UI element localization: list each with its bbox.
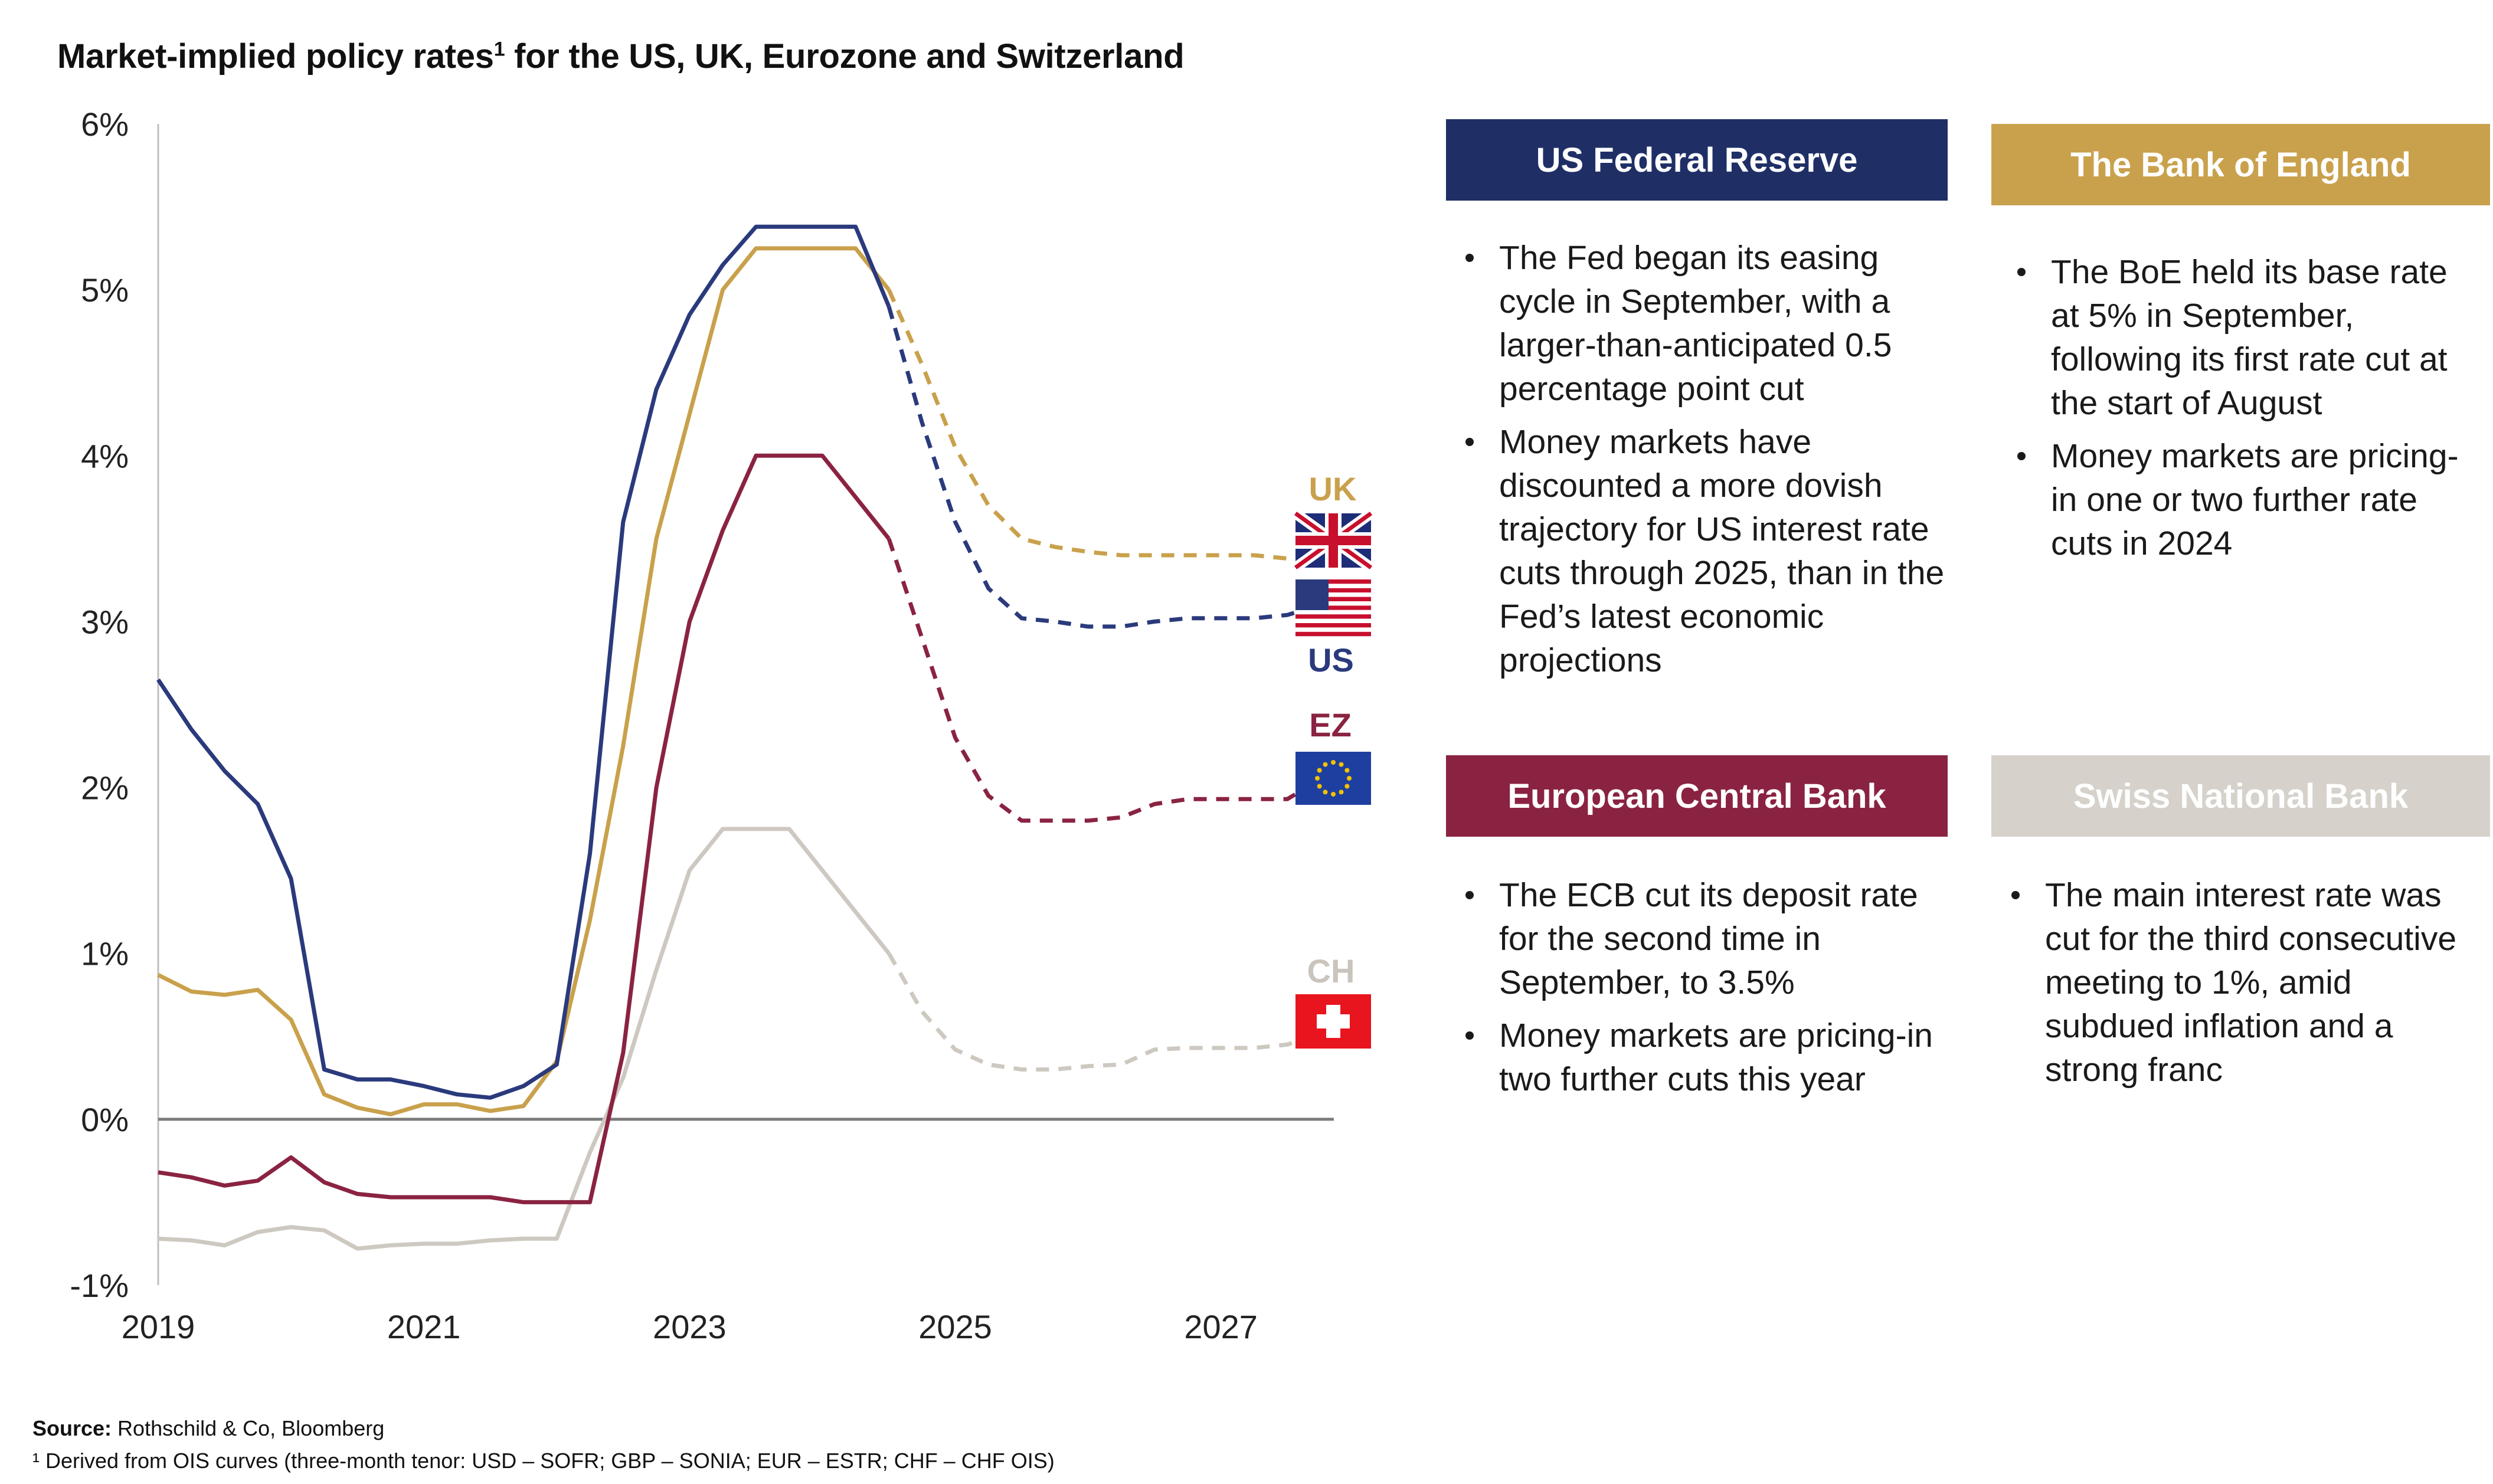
eu-flag-field [1295, 752, 1371, 805]
series-forecast-ch [886, 952, 1321, 1072]
y-tick-label: 0% [81, 1101, 129, 1138]
us-flag-stripe [1295, 601, 1371, 606]
x-tick-label: 2023 [653, 1308, 727, 1345]
rates-chart: 6% 5% 4% 3% 2% 1% 0% -1% 2019 2021 2023 2025 2027 UK U… [70, 106, 1375, 1345]
boe-bullet: Money markets are pricing-in one or two … [2013, 434, 2479, 565]
series-line-ez [158, 453, 891, 1204]
chart-title: Market-implied policy rates1 for the US,… [57, 37, 1185, 76]
snb-card-body: The main interest rate was cut for the t… [2007, 873, 2479, 1101]
x-tick-label: 2027 [1184, 1308, 1258, 1345]
fed-card-body: The Fed began its easing cycle in Septem… [1461, 236, 1945, 692]
us-flag-stripe [1295, 627, 1371, 632]
footnote: ¹ Derived from OIS curves (three-month t… [32, 1449, 1055, 1473]
x-tick-label: 2019 [122, 1308, 195, 1345]
us-flag-stripe [1295, 614, 1371, 619]
snb-card-title: Swiss National Bank [2073, 777, 2409, 815]
boe-bullet: The BoE held its base rate at 5% in Sept… [2013, 250, 2479, 425]
swiss-flag-icon [1295, 994, 1371, 1049]
fed-card-header: US Federal Reserve [1446, 119, 1948, 201]
y-tick-label: 6% [81, 106, 129, 143]
chart-title-text: Market-implied policy rates [57, 37, 494, 76]
y-tick-label: 1% [81, 935, 129, 972]
y-tick-label: 3% [81, 603, 129, 640]
series-label-ez: EZ [1309, 706, 1352, 743]
eu-flag-star [1317, 784, 1322, 789]
series-forecast-us [886, 306, 1321, 629]
eu-flag-star [1331, 792, 1336, 797]
eu-flag-star [1344, 784, 1350, 789]
series-label-us: US [1308, 641, 1354, 679]
series-forecast-uk [886, 289, 1321, 564]
us-flag-canton [1295, 579, 1329, 610]
boe-card-title: The Bank of England [2070, 145, 2411, 184]
us-flag-stripe [1295, 610, 1371, 615]
eu-flag-star [1323, 789, 1328, 795]
source-label: Source: [32, 1416, 112, 1440]
ecb-bullet: Money markets are pricing-in two further… [1461, 1014, 1945, 1101]
ecb-card-header: European Central Bank [1446, 755, 1948, 837]
y-tick-label: 5% [81, 271, 129, 309]
eu-flag-star [1344, 768, 1350, 773]
eu-flag-star [1347, 776, 1352, 781]
us-flag-stripe [1295, 579, 1371, 584]
x-tick-label: 2025 [918, 1308, 992, 1345]
boe-card-header: The Bank of England [1991, 124, 2490, 205]
us-flag-stripe [1295, 588, 1371, 593]
ecb-card-body: The ECB cut its deposit rate for the sec… [1461, 873, 1945, 1110]
title-footnote-mark: 1 [493, 38, 505, 61]
fed-bullet: The Fed began its easing cycle in Septem… [1461, 236, 1945, 411]
ecb-bullet: The ECB cut its deposit rate for the sec… [1461, 873, 1945, 1004]
snb-card-header: Swiss National Bank [1991, 755, 2490, 837]
series-label-ch: CH [1307, 952, 1355, 990]
swiss-flag-cross-h [1317, 1014, 1350, 1028]
series-line-uk [157, 246, 891, 1116]
eu-flag-icon [1295, 752, 1371, 805]
fed-bullet: Money markets have discounted a more dov… [1461, 420, 1945, 682]
series-line-ch [158, 827, 891, 1251]
eu-flag-star [1339, 762, 1344, 767]
y-tick-label: 4% [81, 437, 129, 474]
us-flag-stripe [1295, 618, 1371, 623]
series-line-us [156, 224, 891, 1100]
y-tick-label: 2% [81, 769, 129, 807]
fed-card-title: US Federal Reserve [1536, 140, 1858, 179]
uk-flag-icon [1292, 509, 1375, 572]
us-flag-stripe [1295, 631, 1371, 637]
x-tick-label: 2021 [387, 1308, 461, 1345]
series-label-uk: UK [1309, 470, 1357, 507]
boe-card-body: The BoE held its base rate at 5% in Sept… [2013, 250, 2479, 575]
eu-flag-star [1339, 789, 1344, 795]
us-flag-stripe [1295, 623, 1371, 628]
series-forecast-ez [886, 538, 1322, 823]
us-flag-stripe [1295, 605, 1371, 610]
uk-flag-cross-h-red [1295, 536, 1371, 545]
us-flag-stripe [1295, 592, 1371, 597]
y-tick-label: -1% [70, 1267, 129, 1304]
source-note: Source: Rothschild & Co, Bloomberg [32, 1416, 384, 1441]
source-text: Rothschild & Co, Bloomberg [112, 1416, 385, 1440]
us-flag-icon [1295, 579, 1371, 637]
eu-flag-star [1315, 776, 1320, 781]
us-flag-stripe [1295, 597, 1371, 601]
snb-bullet: The main interest rate was cut for the t… [2007, 873, 2479, 1092]
eu-flag-star [1323, 762, 1328, 767]
chart-title-rest: for the US, UK, Eurozone and Switzerland [505, 37, 1185, 76]
ecb-card-title: European Central Bank [1507, 777, 1886, 815]
us-flag-stripe [1295, 584, 1371, 588]
eu-flag-star [1331, 760, 1336, 765]
eu-flag-star [1317, 768, 1322, 773]
